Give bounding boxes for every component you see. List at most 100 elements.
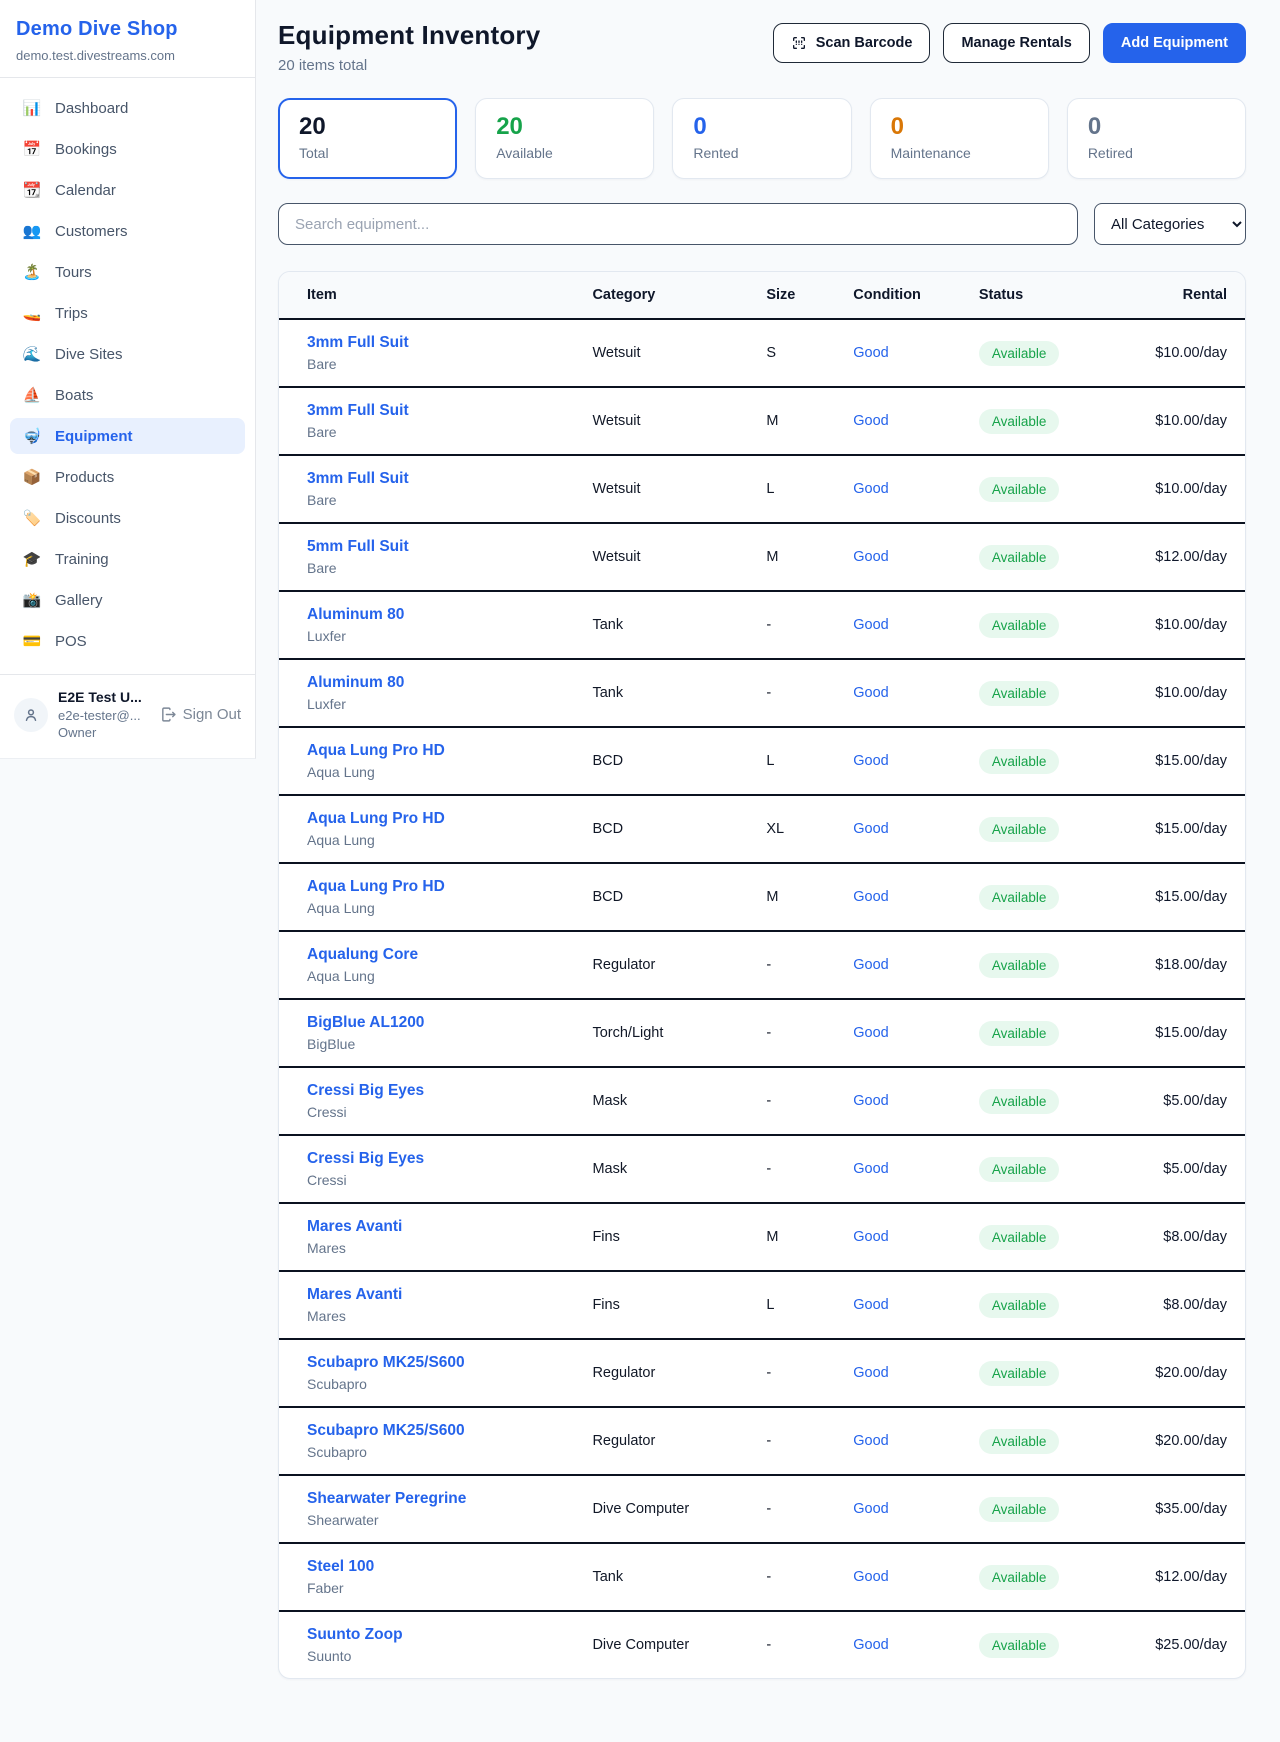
condition-link[interactable]: Good [853, 685, 889, 702]
sidebar-item-tours[interactable]: 🏝️ Tours [10, 254, 245, 290]
sidebar-item-calendar[interactable]: 📆 Calendar [10, 172, 245, 208]
category-value: Dive Computer [592, 1637, 690, 1654]
stat-card-rented[interactable]: 0 Rented [672, 98, 852, 180]
condition-link[interactable]: Good [853, 413, 889, 430]
item-cell: 3mm Full Suit Bare [279, 319, 579, 389]
size-value: L [766, 481, 775, 498]
condition-link[interactable]: Good [853, 1297, 889, 1314]
item-name-link[interactable]: Scubapro MK25/S600 [307, 1422, 465, 1440]
item-name-link[interactable]: Suunto Zoop [307, 1626, 403, 1644]
size-value: - [766, 1161, 772, 1178]
scan-barcode-button[interactable]: Scan Barcode [772, 23, 931, 63]
item-name-link[interactable]: 3mm Full Suit [307, 402, 409, 420]
item-name-link[interactable]: Shearwater Peregrine [307, 1490, 467, 1508]
category-select[interactable]: All Categories [1094, 203, 1246, 246]
manage-rentals-button[interactable]: Manage Rentals [943, 23, 1090, 63]
item-name-link[interactable]: 5mm Full Suit [307, 538, 409, 556]
condition-link[interactable]: Good [853, 1569, 889, 1586]
condition-link[interactable]: Good [853, 1433, 889, 1450]
item-name-link[interactable]: Scubapro MK25/S600 [307, 1354, 465, 1372]
table-row: Scubapro MK25/S600 Scubapro Regulator - Good… [279, 1339, 1245, 1409]
status-cell: Available [964, 1339, 1120, 1409]
sign-out-button[interactable]: Sign Out [160, 706, 241, 723]
size-value: - [766, 1093, 772, 1110]
stat-label: Rented [693, 145, 739, 162]
category-value: Fins [592, 1229, 620, 1246]
condition-link[interactable]: Good [853, 617, 889, 634]
item-name-link[interactable]: Aqua Lung Pro HD [307, 742, 445, 760]
table-row: Steel 100 Faber Tank - Good Available $12.00/d… [279, 1543, 1245, 1613]
col-header-item: Item [279, 272, 579, 321]
condition-link[interactable]: Good [853, 821, 889, 838]
item-brand: Cressi [307, 1172, 347, 1189]
item-name-link[interactable]: Aluminum 80 [307, 606, 405, 624]
item-name-link[interactable]: 3mm Full Suit [307, 470, 409, 488]
item-name-link[interactable]: Mares Avanti [307, 1286, 403, 1304]
sidebar-item-training[interactable]: 🎓 Training [10, 541, 245, 577]
add-equipment-button[interactable]: Add Equipment [1102, 23, 1246, 63]
condition-link[interactable]: Good [853, 957, 889, 974]
item-name-link[interactable]: BigBlue AL1200 [307, 1014, 425, 1032]
sidebar-item-dashboard[interactable]: 📊 Dashboard [10, 90, 245, 126]
search-input[interactable] [278, 203, 1078, 246]
condition-link[interactable]: Good [853, 1501, 889, 1518]
condition-cell: Good [839, 319, 965, 389]
item-cell: 5mm Full Suit Bare [279, 523, 579, 593]
item-name-link[interactable]: Mares Avanti [307, 1218, 403, 1236]
size-value: - [766, 1501, 772, 1518]
table-row: 3mm Full Suit Bare Wetsuit L Good Available $1… [279, 455, 1245, 525]
sign-out-icon [161, 707, 176, 723]
table-row: Aluminum 80 Luxfer Tank - Good Available $10.0… [279, 659, 1245, 729]
item-cell: 3mm Full Suit Bare [279, 455, 579, 525]
item-name-link[interactable]: Cressi Big Eyes [307, 1082, 425, 1100]
condition-link[interactable]: Good [853, 1637, 889, 1654]
trips-boat-icon: 🚤 [22, 304, 42, 322]
item-name-link[interactable]: Steel 100 [307, 1558, 375, 1576]
dashboard-chart-icon: 📊 [22, 99, 42, 117]
sidebar-item-trips[interactable]: 🚤 Trips [10, 295, 245, 331]
sidebar-item-label: Products [55, 468, 115, 486]
sidebar-item-gallery[interactable]: 📸 Gallery [10, 582, 245, 618]
condition-link[interactable]: Good [853, 481, 889, 498]
sidebar-item-bookings[interactable]: 📅 Bookings [10, 131, 245, 167]
condition-cell: Good [839, 727, 965, 797]
sidebar-item-boats[interactable]: ⛵ Boats [10, 377, 245, 413]
condition-cell: Good [839, 1203, 965, 1273]
condition-link[interactable]: Good [853, 1161, 889, 1178]
stat-card-available[interactable]: 20 Available [475, 98, 655, 180]
condition-link[interactable]: Good [853, 549, 889, 566]
item-name-link[interactable]: Aqua Lung Pro HD [307, 810, 445, 828]
item-cell: Scubapro MK25/S600 Scubapro [279, 1339, 579, 1409]
size-cell: - [752, 1067, 840, 1137]
category-cell: Fins [578, 1271, 753, 1341]
category-value: BCD [592, 821, 624, 838]
condition-link[interactable]: Good [853, 1025, 889, 1042]
sidebar-item-pos[interactable]: 💳 POS [10, 623, 245, 659]
sidebar-item-discounts[interactable]: 🏷️ Discounts [10, 500, 245, 536]
item-name-link[interactable]: 3mm Full Suit [307, 334, 409, 352]
item-name-link[interactable]: Cressi Big Eyes [307, 1150, 425, 1168]
category-value: Fins [592, 1297, 620, 1314]
item-name-link[interactable]: Aluminum 80 [307, 674, 405, 692]
brand-name[interactable]: Demo Dive Shop [16, 18, 178, 40]
condition-link[interactable]: Good [853, 1229, 889, 1246]
status-badge: Available [978, 1564, 1060, 1590]
sidebar-item-products[interactable]: 📦 Products [10, 459, 245, 495]
condition-link[interactable]: Good [853, 889, 889, 906]
condition-link[interactable]: Good [853, 753, 889, 770]
condition-cell: Good [839, 795, 965, 865]
stat-card-total[interactable]: 20 Total [278, 98, 458, 180]
item-name-link[interactable]: Aqualung Core [307, 946, 419, 964]
stat-card-retired[interactable]: 0 Retired [1066, 98, 1247, 180]
sidebar-item-dive-sites[interactable]: 🌊 Dive Sites [10, 336, 245, 372]
condition-link[interactable]: Good [853, 1093, 889, 1110]
sidebar-item-equipment[interactable]: 🤿 Equipment [10, 418, 245, 454]
user-name: E2E Test U... [58, 689, 142, 705]
condition-link[interactable]: Good [853, 1365, 889, 1382]
sidebar-item-customers[interactable]: 👥 Customers [10, 213, 245, 249]
table-row: Aqua Lung Pro HD Aqua Lung BCD XL Good Availa… [279, 795, 1245, 865]
condition-link[interactable]: Good [853, 345, 889, 362]
stat-card-maintenance[interactable]: 0 Maintenance [869, 98, 1049, 180]
item-name-link[interactable]: Aqua Lung Pro HD [307, 878, 445, 896]
status-cell: Available [964, 1475, 1120, 1545]
